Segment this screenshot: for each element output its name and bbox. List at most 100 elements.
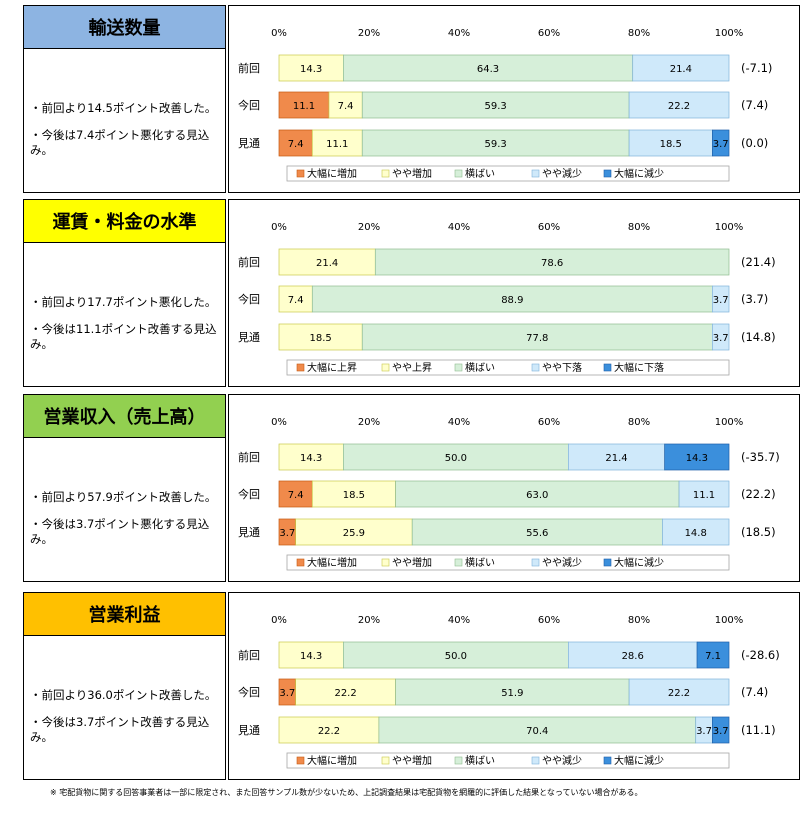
category-label: 見通 <box>238 331 260 344</box>
di-annotation: (11.1) <box>741 723 776 737</box>
bar-segment <box>278 248 376 276</box>
data-label: 7.4 <box>338 101 354 112</box>
x-tick-label: 40% <box>448 222 470 233</box>
panel-notes: ・前回より36.0ポイント改善した。 ・今後は3.7ポイント改善する見込み。 <box>24 636 225 745</box>
data-label: 7.1 <box>705 651 721 662</box>
legend-label: やや減少 <box>542 167 582 180</box>
x-tick-label: 20% <box>358 222 380 233</box>
data-label: 50.0 <box>445 453 467 464</box>
panel-transport-volume: 輸送数量 ・前回より14.5ポイント改善した。 ・今後は7.4ポイント悪化する見… <box>23 5 800 195</box>
note-outlook: ・今後は7.4ポイント悪化する見込み。 <box>30 128 210 157</box>
note-outlook: ・今後は3.7ポイント悪化する見込み。 <box>30 517 210 546</box>
data-label: 18.5 <box>309 333 331 344</box>
data-label: 7.4 <box>288 295 304 306</box>
panel-operating-profit: 営業利益 ・前回より36.0ポイント改善した。 ・今後は3.7ポイント改善する見… <box>23 592 800 782</box>
legend-label: やや下落 <box>542 362 582 374</box>
bar-segment <box>568 641 698 669</box>
data-label: 18.5 <box>343 490 365 501</box>
note-previous: ・前回より36.0ポイント改善した。 <box>30 688 217 702</box>
legend-label: 大幅に増加 <box>307 556 357 569</box>
data-label: 3.7 <box>279 688 295 699</box>
legend-swatch <box>603 363 612 372</box>
legend-box <box>286 554 730 571</box>
legend-swatch <box>381 169 390 178</box>
data-label: 14.3 <box>300 453 322 464</box>
x-tick-label: 20% <box>358 615 380 626</box>
data-label: 3.7 <box>279 528 295 539</box>
category-label: 前回 <box>238 648 260 662</box>
bar-segment <box>342 443 569 471</box>
bar-segment <box>628 91 730 119</box>
data-label: 21.4 <box>316 258 338 269</box>
data-label: 18.5 <box>660 139 682 150</box>
legend-swatch <box>454 169 463 178</box>
data-label: 11.1 <box>293 101 315 112</box>
legend-label: 横ばい <box>465 556 495 569</box>
x-tick-label: 80% <box>628 222 650 233</box>
bar-segment <box>628 678 730 706</box>
chart-area: 0% 20% 40% 60% 80% 100% 前回 14.3 50.0 21.4 14.3 (-35… <box>228 394 800 582</box>
x-tick-label: 0% <box>271 417 287 428</box>
data-label: 50.0 <box>445 651 467 662</box>
legend-label: やや増加 <box>392 556 432 569</box>
legend-label: やや増加 <box>392 167 432 180</box>
di-annotation: (7.4) <box>741 98 768 112</box>
bar-segment <box>712 285 730 313</box>
x-tick-label: 60% <box>538 615 560 626</box>
bar-segment <box>278 54 344 82</box>
di-annotation: (3.7) <box>741 292 768 306</box>
di-annotation: (0.0) <box>741 136 768 150</box>
legend-swatch <box>296 169 305 178</box>
data-label: 3.7 <box>713 295 729 306</box>
bar-segment <box>696 641 730 669</box>
data-label: 22.2 <box>318 726 340 737</box>
legend-swatch <box>603 558 612 567</box>
legend-swatch <box>454 558 463 567</box>
category-label: 今回 <box>238 487 260 501</box>
x-tick-label: 100% <box>715 615 744 626</box>
data-label: 59.3 <box>485 139 507 150</box>
di-annotation: (-28.6) <box>741 648 780 662</box>
x-tick-label: 40% <box>448 28 470 39</box>
chart-area: 0% 20% 40% 60% 80% 100% 前回 14.3 50.0 28.6 7.1 (-28.… <box>228 592 800 780</box>
panel-notes: ・前回より14.5ポイント改善した。 ・今後は7.4ポイント悪化する見込み。 <box>24 49 225 158</box>
bar-segment <box>361 323 713 351</box>
x-tick-label: 0% <box>271 615 287 626</box>
x-tick-label: 80% <box>628 28 650 39</box>
data-label: 14.3 <box>686 453 708 464</box>
data-label: 28.6 <box>622 651 644 662</box>
bar-segment <box>568 443 666 471</box>
panel-operating-revenue: 営業収入（売上高） ・前回より57.9ポイント改善した。 ・今後は3.7ポイント… <box>23 394 800 584</box>
legend-label: 横ばい <box>465 754 495 767</box>
stacked-bar-chart: 0% 20% 40% 60% 80% 100% 前回 21.4 78.6 (21.4) 今回 7.4 8… <box>238 222 776 376</box>
category-label: 前回 <box>238 450 260 464</box>
data-label: 21.4 <box>605 453 627 464</box>
panel-left: 営業収入（売上高） ・前回より57.9ポイント改善した。 ・今後は3.7ポイント… <box>23 394 226 582</box>
category-label: 前回 <box>238 255 260 269</box>
bar-segment <box>395 480 680 508</box>
bar-segment <box>295 518 413 546</box>
x-tick-label: 20% <box>358 28 380 39</box>
bar-segment <box>311 129 363 157</box>
legend-label: やや上昇 <box>392 362 432 374</box>
di-annotation: (7.4) <box>741 685 768 699</box>
legend-label: やや減少 <box>542 754 582 767</box>
x-tick-label: 80% <box>628 417 650 428</box>
x-tick-label: 0% <box>271 222 287 233</box>
panel-left: 輸送数量 ・前回より14.5ポイント改善した。 ・今後は7.4ポイント悪化する見… <box>23 5 226 193</box>
chart-area: 0% 20% 40% 60% 80% 100% 前回 21.4 78.6 (21.4) 今回 7.4 8… <box>228 199 800 387</box>
category-label: 見通 <box>238 137 260 150</box>
data-label: 21.4 <box>670 64 692 75</box>
panel-title: 営業利益 <box>24 593 225 636</box>
legend-swatch <box>603 756 612 765</box>
bar-segment <box>678 480 730 508</box>
legend-label: 大幅に下落 <box>614 361 664 374</box>
data-label: 59.3 <box>485 101 507 112</box>
stacked-bar-chart: 0% 20% 40% 60% 80% 100% 前回 14.3 50.0 28.6 7.1 (-28.… <box>238 615 780 769</box>
chart-area: 0% 20% 40% 60% 80% 100% 前回 14.3 64.3 21.4 (-7.1) 今回… <box>228 5 800 193</box>
footnote: ※ 宅配貨物に関する回答事業者は一部に限定され、また回答サンプル数が少ないため、… <box>50 788 643 797</box>
data-label: 88.9 <box>501 295 523 306</box>
di-annotation: (-7.1) <box>741 61 772 75</box>
legend-swatch <box>381 363 390 372</box>
legend-label: 大幅に増加 <box>307 754 357 767</box>
